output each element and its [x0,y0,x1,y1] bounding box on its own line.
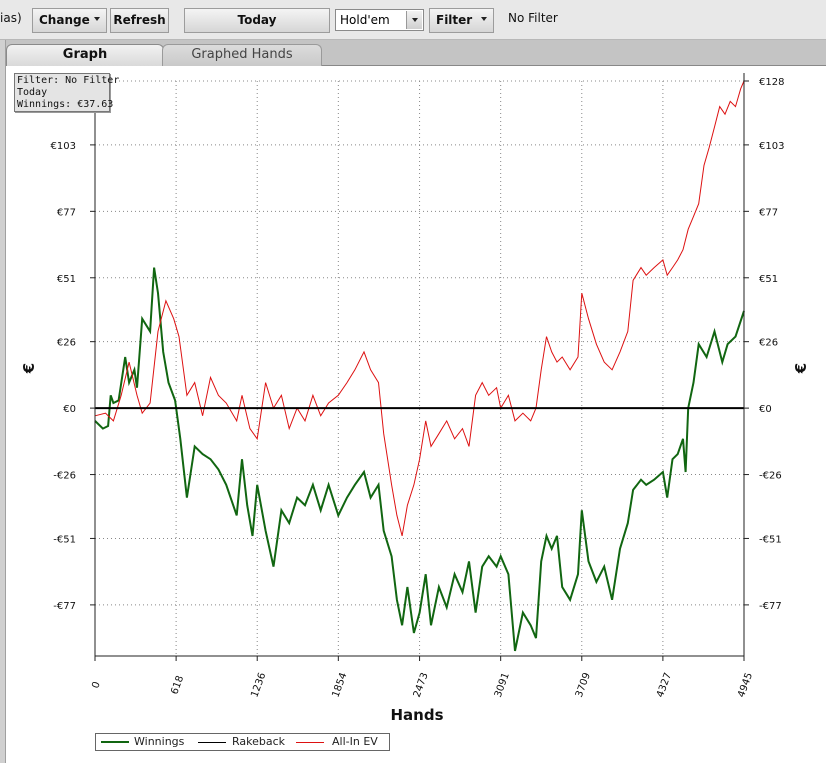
x-tick-label: 4327 [655,671,674,699]
info-period: Today [17,87,48,98]
winnings-chart: 06181236185424733091370943274945€128€128… [6,66,826,763]
refresh-button[interactable]: Refresh [110,8,169,33]
tab-bar: Graph Graphed Hands [0,40,826,66]
x-axis-label: Hands [390,706,443,724]
y-axis-label-left: € [20,363,38,374]
y-tick-label-left: -€77 [53,601,76,612]
info-winnings: Winnings: €37.63 [17,99,114,110]
x-tick-label: 618 [169,674,186,696]
y-tick-label-right: €0 [759,404,772,415]
change-button-label: Change [39,13,90,27]
y-tick-label-left: €51 [57,274,76,285]
chevron-down-icon [481,17,487,21]
y-tick-label-right: -€77 [759,601,782,612]
legend-swatch-rakeback [198,742,226,743]
legend-label-allin-ev: All-In EV [332,735,378,748]
y-tick-label-right: €26 [759,338,778,349]
x-tick-label: 1854 [330,671,349,699]
y-tick-label-right: €103 [759,141,784,152]
x-tick-label: 2473 [412,671,431,699]
series-line-allin-ev [94,80,745,537]
filter-button-label: Filter [436,13,473,27]
left-panel-edge [0,40,6,763]
y-tick-label-left: €0 [63,404,76,415]
filter-button[interactable]: Filter [429,8,494,33]
y-tick-label-right: €51 [759,274,778,285]
axes [90,73,749,661]
tick-labels: 06181236185424733091370943274945€128€128… [51,77,785,699]
legend: Winnings Rakeback All-In EV [95,733,390,751]
x-tick-label: 3091 [493,671,512,699]
y-tick-label-left: -€26 [53,471,76,482]
y-tick-label-right: -€26 [759,471,782,482]
chevron-down-icon [94,17,100,21]
x-tick-label: 4945 [736,671,755,699]
legend-label-winnings: Winnings [134,735,185,748]
grid [94,80,745,656]
y-tick-label-left: €26 [57,338,76,349]
y-tick-label-left: €77 [57,207,76,218]
dropdown-button[interactable] [406,11,422,29]
game-type-value: Hold'em [340,13,390,27]
refresh-button-label: Refresh [113,13,166,27]
y-tick-label-right: €77 [759,207,778,218]
series-line-winnings [94,267,745,652]
x-tick-label: 3709 [574,671,593,699]
today-button-label: Today [237,13,277,27]
filter-status: No Filter [508,11,558,25]
legend-swatch-winnings [101,741,129,743]
change-button[interactable]: Change [32,8,107,33]
game-type-select[interactable]: Hold'em [335,9,424,31]
chevron-down-icon [412,18,418,22]
today-button[interactable]: Today [184,8,330,33]
chart-svg: 06181236185424733091370943274945€128€128… [20,73,810,724]
y-tick-label-left: €103 [51,141,76,152]
toolbar: ias) Change Refresh Today Hold'em Filter… [0,0,826,40]
info-box: Filter: No Filter Today Winnings: €37.63 [14,73,120,112]
tab-graphed-hands[interactable]: Graphed Hands [162,44,322,66]
legend-swatch-allin-ev [296,742,324,743]
x-tick-label: 1236 [249,671,268,699]
tab-graph[interactable]: Graph [6,44,164,66]
legend-label-rakeback: Rakeback [232,735,286,748]
y-axis-label-right: € [792,363,810,374]
x-tick-label: 0 [90,680,103,690]
series-layer [94,80,745,652]
alias-label: ias) [0,11,22,25]
y-tick-label-right: €128 [759,77,784,88]
y-tick-label-left: -€51 [53,534,76,545]
y-tick-label-right: -€51 [759,534,782,545]
info-filter: Filter: No Filter [17,75,120,86]
